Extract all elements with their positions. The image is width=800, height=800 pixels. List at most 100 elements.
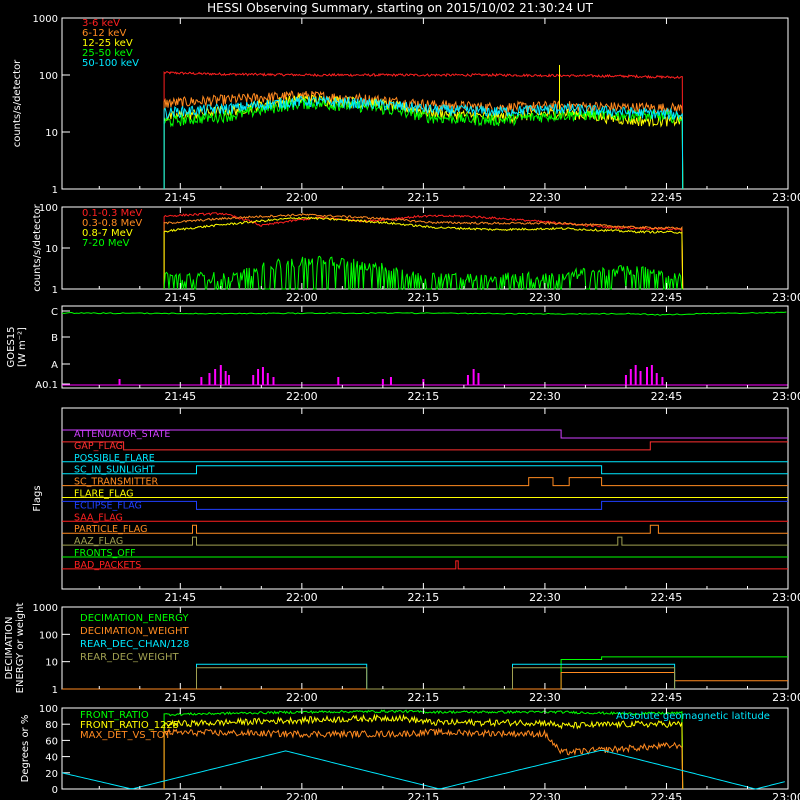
rates-xtick-label: 21:45 — [164, 191, 196, 204]
flags-xtick-label: 23:00 — [772, 591, 800, 604]
flag-label-bad_packets: BAD_PACKETS — [74, 560, 141, 571]
high-energy-xtick-label: 21:45 — [164, 291, 196, 304]
flag-line-0 — [62, 429, 788, 439]
decimation-legend-1: DECIMATION_WEIGHT — [80, 626, 189, 637]
ratios-legend-2: MAX_DET_VS_TOT — [80, 730, 172, 741]
high-energy-xtick-label: 23:00 — [772, 291, 800, 304]
flag-label-sc_transmitter: SC_TRANSMITTER — [74, 477, 159, 488]
flags-xtick-label: 21:45 — [164, 591, 196, 604]
chart-title: HESSI Observing Summary, starting on 201… — [207, 1, 593, 15]
rates-legend-1: 6-12 keV — [82, 28, 126, 39]
ratios-ytick-label: 40 — [45, 753, 58, 764]
high-energy-ytick-label: 1 — [52, 285, 58, 296]
high-energy-series-1-line — [163, 213, 684, 290]
flag-line-1 — [62, 441, 788, 451]
decimation-ytick-label: 1 — [52, 685, 58, 696]
flag-label-saa_flag: SAA_FLAG — [74, 512, 123, 523]
decimation-xtick-label: 22:45 — [651, 691, 683, 704]
high-energy-ytick-label: 10 — [45, 244, 58, 255]
decimation-ytick-label: 100 — [39, 630, 58, 641]
goes-xtick-label: 22:00 — [286, 390, 318, 403]
high-energy-series-2-line — [163, 216, 684, 290]
high-energy-legend-1: 0.3-0.8 MeV — [82, 218, 142, 229]
ratios-xtick-label: 22:30 — [529, 791, 561, 800]
goes-xtick-label: 21:45 — [164, 390, 196, 403]
flag-label-flare_flag: FLARE_FLAG — [74, 489, 134, 500]
ratios-xtick-label: 21:45 — [164, 791, 196, 800]
ratios-panel-frame — [61, 707, 789, 790]
ratios-legend-1: FRONT_RATIO_1225 — [80, 720, 179, 731]
decimation-xtick-label: 23:00 — [772, 691, 800, 704]
flag-line-6 — [62, 500, 788, 510]
high-energy-ylabel: counts/s/detector — [32, 203, 43, 291]
decimation-ytick-label: 10 — [45, 658, 58, 669]
ratios-legend-geomag: Absolute geomagnetic latitude — [616, 711, 770, 722]
ratios-series-1-line — [163, 713, 684, 790]
rates-ytick-label: 1 — [52, 185, 58, 196]
flag-label-possible_flare: POSSIBLE_FLARE — [74, 453, 155, 464]
goes-xtick-label: 22:45 — [651, 390, 683, 403]
flag-line-8 — [62, 524, 788, 534]
decimation-xtick-label: 22:15 — [408, 691, 440, 704]
flag-label-eclipse_flag: ECLIPSE_FLAG — [74, 500, 142, 511]
flags-panel-frame — [61, 407, 789, 590]
ratios-ytick-label: 80 — [45, 720, 58, 731]
ratios-ytick-label: 60 — [45, 736, 58, 747]
high-energy-xtick-label: 22:30 — [529, 291, 561, 304]
rates-ytick-label: 100 — [39, 71, 58, 82]
rates-xtick-label: 22:15 — [408, 191, 440, 204]
ratios-ytick-label: 0 — [52, 785, 58, 796]
ratios-xtick-label: 23:00 — [772, 791, 800, 800]
decimation-legend-2: REAR_DEC_CHAN/128 — [80, 639, 189, 650]
goes-ytick-label: C — [51, 307, 58, 318]
decimation-legend-3: REAR_DEC_WEIGHT — [80, 652, 179, 663]
decimation-legend-0: DECIMATION_ENERGY — [80, 613, 189, 624]
flag-line-11 — [62, 560, 788, 570]
high-energy-xtick-label: 22:15 — [408, 291, 440, 304]
goes-long-line — [61, 311, 787, 316]
ratios-ylabel: Degrees or % — [20, 715, 31, 783]
rates-series-1-line — [163, 90, 684, 190]
ratios-ytick-label: 100 — [39, 704, 58, 715]
flags-ylabel: Flags — [32, 485, 43, 511]
rates-series-0-line — [163, 70, 684, 190]
rates-legend-0: 3-6 keV — [82, 18, 120, 29]
high-energy-ytick-label: 100 — [39, 203, 58, 214]
ratios-series-2-line — [163, 727, 684, 790]
rates-xtick-label: 22:45 — [651, 191, 683, 204]
decimation-xtick-label: 22:30 — [529, 691, 561, 704]
rates-ytick-label: 1000 — [33, 14, 58, 25]
ratios-xtick-label: 22:15 — [408, 791, 440, 800]
flag-label-fronts_off: FRONTS_OFF — [74, 548, 136, 559]
goes-ytick-label: A — [51, 360, 58, 371]
rates-xtick-label: 22:30 — [529, 191, 561, 204]
goes-panel-frame — [61, 305, 789, 389]
flag-label-attenuator_state: ATTENUATOR_STATE — [74, 429, 170, 440]
rates-series-3-line — [163, 98, 684, 190]
high-energy-xtick-label: 22:00 — [286, 291, 318, 304]
flag-line-4 — [62, 477, 788, 487]
goes-xtick-label: 22:15 — [408, 390, 440, 403]
decimation-series-3-line — [196, 667, 676, 690]
flag-label-particle_flag: PARTICLE_FLAG — [74, 524, 147, 535]
rates-ytick-label: 10 — [45, 128, 58, 139]
rates-panel-frame — [61, 17, 789, 190]
rates-ylabel: counts/s/detector — [12, 59, 23, 147]
flags-xtick-label: 22:45 — [651, 591, 683, 604]
rates-legend-3: 25-50 keV — [82, 48, 133, 59]
goes-xtick-label: 22:30 — [529, 390, 561, 403]
flags-xtick-label: 22:00 — [286, 591, 318, 604]
decimation-series-1-line — [62, 672, 788, 690]
ratios-legend-0: FRONT_RATIO — [80, 710, 149, 721]
decimation-ylabel: DECIMATION — [4, 616, 15, 679]
high-energy-legend-3: 7-20 MeV — [82, 238, 130, 249]
decimation-xtick-label: 21:45 — [164, 691, 196, 704]
high-energy-xtick-label: 22:45 — [651, 291, 683, 304]
flag-label-gap_flag: GAP_FLAG — [74, 441, 123, 452]
goes-ylabel: [W m⁻²] — [17, 327, 28, 367]
decimation-xtick-label: 22:00 — [286, 691, 318, 704]
ratios-xtick-label: 22:45 — [651, 791, 683, 800]
rates-legend-2: 12-25 keV — [82, 38, 133, 49]
